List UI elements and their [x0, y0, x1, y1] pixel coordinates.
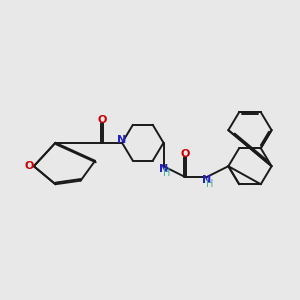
Text: N: N — [202, 175, 212, 185]
Text: N: N — [159, 164, 168, 175]
Text: H: H — [163, 168, 170, 178]
Text: H: H — [206, 179, 213, 189]
Text: O: O — [25, 161, 34, 171]
Text: N: N — [118, 135, 127, 145]
Text: O: O — [180, 149, 190, 159]
Text: O: O — [98, 115, 107, 125]
